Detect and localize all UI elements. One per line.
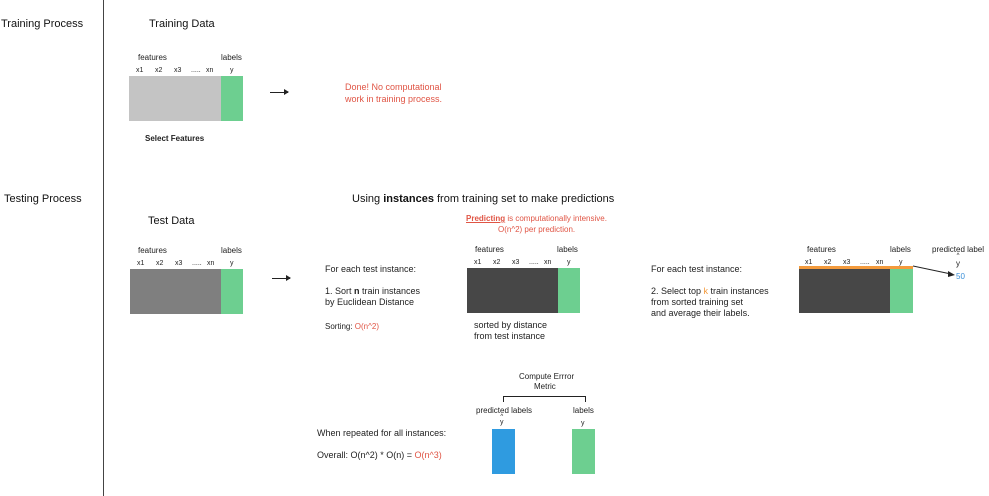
overall-complexity: Overall: O(n^2) * O(n) = O(n^3) — [317, 450, 442, 461]
testing-heading: Using instances from training set to mak… — [352, 193, 614, 205]
error-metric-bracket — [503, 396, 586, 402]
repeated-text: When repeated for all instances: — [317, 428, 447, 438]
true-y: y — [581, 420, 585, 427]
sorting-complexity: Sorting: O(n^2) — [325, 322, 379, 331]
final-features-label: features — [807, 245, 836, 254]
prediction-arrow — [913, 265, 955, 277]
sorted-col-x1: x1 — [474, 259, 482, 266]
training-col-y: y — [230, 67, 234, 74]
training-col-dots: ..... — [191, 67, 201, 74]
training-col-x2: x2 — [155, 67, 163, 74]
step2-pre: 2. Select top — [651, 286, 704, 296]
training-labels-label: labels — [221, 53, 242, 62]
test-col-dots: ..... — [192, 260, 202, 267]
training-data-title: Training Data — [149, 18, 215, 30]
final-col-y: y — [899, 259, 903, 266]
step2-k: k — [703, 286, 709, 296]
predicting-line-1: Predicting is computationally intensive. — [466, 214, 607, 223]
final-col-x1: x1 — [805, 259, 813, 266]
test-col-x2: x2 — [156, 260, 164, 267]
overall-value: O(n^3) — [414, 450, 442, 460]
training-col-xn: xn — [206, 67, 214, 74]
overall-pre: Overall: O(n^2) * O(n) = — [317, 450, 415, 460]
step1-line-2: by Euclidean Distance — [325, 297, 415, 307]
final-col-dots: ..... — [860, 259, 870, 266]
training-col-x1: x1 — [136, 67, 144, 74]
step2-header: For each test instance: — [651, 264, 743, 274]
step1-post: train instances — [359, 286, 421, 296]
step2-post: train instances — [708, 286, 769, 296]
final-col-x2: x2 — [824, 259, 832, 266]
section-divider — [103, 0, 104, 496]
final-col-xn: xn — [876, 259, 884, 266]
step1-bold: n — [354, 286, 360, 296]
step1-pre: 1. Sort — [325, 286, 355, 296]
select-features-label: Select Features — [145, 134, 205, 143]
training-features-label: features — [138, 53, 167, 62]
step2-line-2: from sorted training set — [651, 297, 744, 307]
test-features-block — [130, 269, 221, 314]
compute-error-line-2: Metric — [534, 382, 556, 391]
final-labels-label: labels — [890, 245, 911, 254]
pred-y-hat: ^ y — [500, 414, 504, 426]
predicting-bold: Predicting — [466, 214, 506, 223]
predicting-rest: is computationally intensive. — [505, 214, 607, 223]
top-k-highlight — [799, 266, 913, 269]
sorting-value: O(n^2) — [354, 322, 379, 331]
done-line-1: Done! No computational — [345, 82, 442, 92]
sorting-label: Sorting: — [325, 322, 355, 331]
sorted-col-x2: x2 — [493, 259, 501, 266]
predicted-labels-block — [492, 429, 515, 474]
test-data-title: Test Data — [148, 215, 195, 227]
heading-pre: Using — [352, 193, 384, 205]
heading-bold: instances — [383, 193, 434, 205]
test-features-label: features — [138, 246, 167, 255]
predicted-labels-caption: predicted labels — [476, 406, 533, 415]
training-labels-block — [221, 76, 243, 121]
test-col-y: y — [230, 260, 234, 267]
predicting-line-2: O(n^2) per prediction. — [498, 225, 576, 234]
sorted-features-label: features — [475, 245, 504, 254]
final-col-x3: x3 — [843, 259, 851, 266]
test-col-xn: xn — [207, 260, 215, 267]
sorted-col-xn: xn — [544, 259, 552, 266]
step2-line-3: and average their labels. — [651, 308, 750, 318]
test-col-x3: x3 — [175, 260, 183, 267]
pred-y-hat-text: y — [500, 419, 504, 426]
testing-arrow — [272, 275, 291, 281]
sorted-col-x3: x3 — [512, 259, 520, 266]
y-hat-label: ^ y — [956, 253, 960, 268]
predicted-label-caption: predicted label — [932, 245, 985, 254]
predicted-value: 50 — [956, 272, 965, 281]
done-line-2: work in training process. — [345, 94, 443, 104]
sorted-col-y: y — [567, 259, 571, 266]
sorted-col-dots: ..... — [529, 259, 539, 266]
step1-header: For each test instance: — [325, 264, 417, 274]
test-labels-label: labels — [221, 246, 242, 255]
testing-process-label: Testing Process — [4, 193, 82, 205]
true-labels-block — [572, 429, 595, 474]
step2-line-1: 2. Select top k train instances — [651, 286, 769, 297]
final-features-block — [799, 268, 890, 313]
final-labels-block — [890, 268, 913, 313]
step1-line-1: 1. Sort n train instances — [325, 286, 420, 297]
labels-caption: labels — [573, 406, 594, 415]
heading-post: from training set to make predictions — [433, 193, 615, 205]
test-labels-block — [221, 269, 243, 314]
sorted-labels-block — [558, 268, 580, 313]
sorted-caption-1: sorted by distance — [474, 320, 548, 330]
training-process-label: Training Process — [1, 18, 84, 30]
sorted-caption-2: from test instance — [474, 331, 546, 341]
test-col-x1: x1 — [137, 260, 145, 267]
training-col-x3: x3 — [174, 67, 182, 74]
training-features-block — [129, 76, 221, 121]
training-arrow — [270, 89, 289, 95]
compute-error-line-1: Compute Errror — [519, 372, 575, 381]
y-hat-text: y — [956, 259, 960, 268]
sorted-labels-label: labels — [557, 245, 578, 254]
sorted-features-block — [467, 268, 558, 313]
